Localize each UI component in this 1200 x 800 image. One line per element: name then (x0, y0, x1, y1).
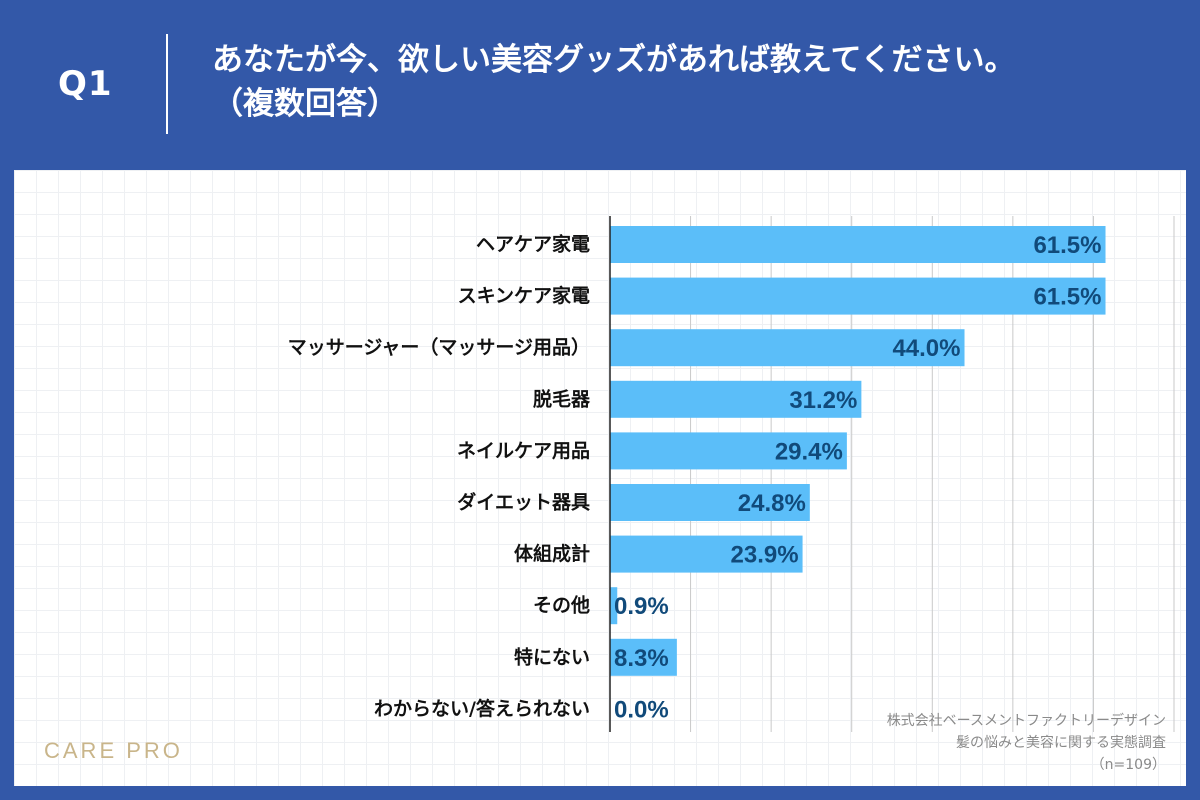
value-label: 29.4% (775, 438, 843, 465)
category-label: 脱毛器 (533, 387, 591, 410)
question-title: あなたが今、欲しい美容グッズがあれば教えてください。 （複数回答） (212, 38, 1172, 126)
category-label: ダイエット器具 (457, 491, 590, 514)
bar (610, 587, 618, 625)
bar (610, 226, 1106, 263)
question-number: Q1 (58, 64, 113, 104)
bar (610, 432, 847, 470)
value-label: 8.3% (614, 645, 669, 672)
category-label: 特にない (514, 646, 590, 668)
source-survey: 髪の悩みと美容に関する実態調査 (956, 735, 1166, 751)
value-label: 31.2% (789, 387, 857, 414)
value-label: 0.0% (614, 696, 669, 723)
bar (610, 380, 862, 418)
question-note: （複数回答） (212, 86, 398, 122)
bar (610, 329, 965, 367)
value-label: 44.0% (892, 335, 960, 362)
bar (610, 638, 677, 676)
source-company: 株式会社ベースメントファクトリーデザイン (886, 713, 1166, 729)
value-label: 61.5% (1033, 232, 1101, 259)
bar (610, 535, 803, 573)
header-divider (166, 34, 168, 134)
chart-panel: ヘアケア家電 61.5% スキンケア家電 61.5% マッサージャー（マッサージ用品） 4… (14, 170, 1186, 786)
header: Q1 あなたが今、欲しい美容グッズがあれば教えてください。 （複数回答） (0, 0, 1200, 170)
bar-chart: ヘアケア家電 61.5% スキンケア家電 61.5% マッサージャー（マッサージ用品） 4… (288, 216, 1175, 732)
category-label: マッサージャー（マッサージ用品） (288, 336, 590, 359)
source-sample: （n=109） (1090, 757, 1166, 773)
value-label: 23.9% (731, 542, 799, 569)
category-label: わからない/答えられない (374, 697, 590, 720)
value-label: 24.8% (738, 490, 806, 517)
value-label: 61.5% (1033, 284, 1101, 311)
value-label: 0.9% (614, 593, 669, 620)
care-pro-logo: CARE PRO (44, 738, 183, 763)
category-label: その他 (533, 594, 590, 617)
question-text: あなたが今、欲しい美容グッズがあれば教えてください。 (212, 42, 1016, 78)
category-label: ヘアケア家電 (476, 233, 590, 256)
category-label: スキンケア家電 (458, 284, 590, 307)
bar (610, 484, 810, 521)
source-note: 株式会社ベースメントファクトリーデザイン 髪の悩みと美容に関する実態調査 （n=… (887, 710, 1166, 776)
category-label: ネイルケア用品 (457, 440, 590, 462)
bar (610, 277, 1106, 315)
category-label: 体組成計 (514, 542, 590, 565)
